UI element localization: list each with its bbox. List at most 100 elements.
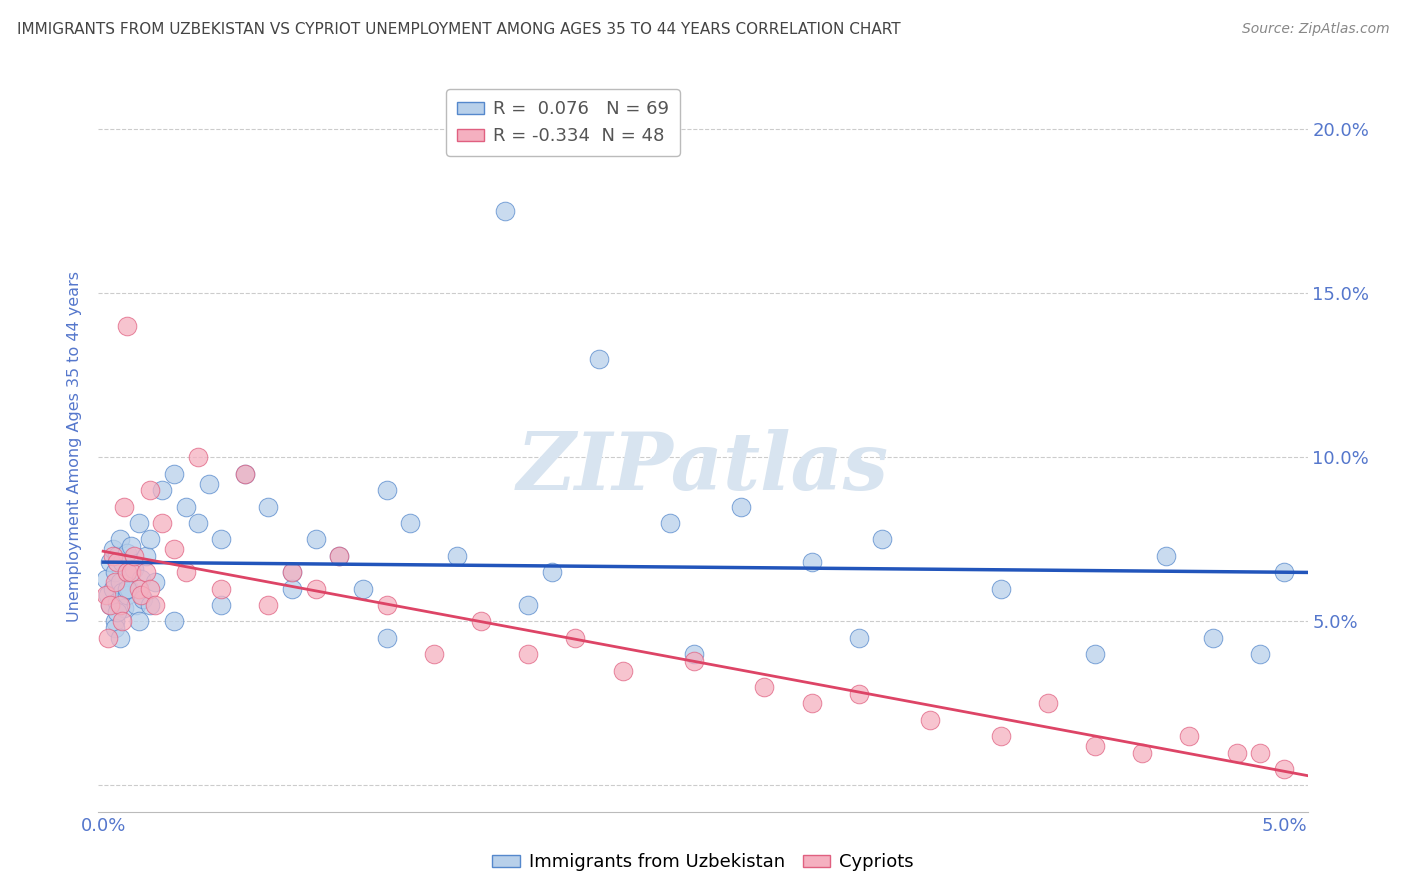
Point <box>105 556 128 570</box>
Point <box>139 483 162 498</box>
Point <box>112 500 135 514</box>
Point <box>328 549 350 563</box>
Point <box>187 516 209 530</box>
Point <box>1154 549 1177 563</box>
Point <box>104 566 127 580</box>
Point <box>118 582 141 596</box>
Point <box>98 556 121 570</box>
Point <box>128 615 150 629</box>
Point <box>163 542 186 557</box>
Point <box>612 664 634 678</box>
Point <box>101 582 124 596</box>
Point <box>143 598 166 612</box>
Point <box>990 729 1012 743</box>
Point <box>517 647 540 661</box>
Point <box>105 605 128 619</box>
Point <box>139 598 162 612</box>
Point <box>115 588 138 602</box>
Point <box>111 615 134 629</box>
Point <box>98 598 121 612</box>
Point <box>446 549 468 563</box>
Point <box>187 450 209 465</box>
Point <box>257 598 280 612</box>
Point <box>129 572 152 586</box>
Point <box>1226 746 1249 760</box>
Point <box>682 647 704 661</box>
Point <box>588 352 610 367</box>
Point <box>328 549 350 563</box>
Point <box>163 467 186 481</box>
Point <box>139 582 162 596</box>
Point <box>128 582 150 596</box>
Point <box>990 582 1012 596</box>
Point <box>918 713 941 727</box>
Point <box>1084 647 1107 661</box>
Point <box>163 615 186 629</box>
Point <box>198 476 221 491</box>
Point <box>470 615 492 629</box>
Point <box>540 566 562 580</box>
Point <box>1036 697 1059 711</box>
Point <box>121 539 143 553</box>
Point <box>730 500 752 514</box>
Point <box>682 654 704 668</box>
Point <box>121 566 143 580</box>
Point <box>94 572 117 586</box>
Point <box>305 533 328 547</box>
Point <box>848 631 870 645</box>
Point <box>94 588 117 602</box>
Point <box>305 582 328 596</box>
Point <box>122 562 145 576</box>
Point <box>281 582 304 596</box>
Legend: Immigrants from Uzbekistan, Cypriots: Immigrants from Uzbekistan, Cypriots <box>485 847 921 879</box>
Point <box>115 566 138 580</box>
Point <box>423 647 446 661</box>
Point <box>108 598 131 612</box>
Legend: R =  0.076   N = 69, R = -0.334  N = 48: R = 0.076 N = 69, R = -0.334 N = 48 <box>446 89 679 156</box>
Text: IMMIGRANTS FROM UZBEKISTAN VS CYPRIOT UNEMPLOYMENT AMONG AGES 35 TO 44 YEARS COR: IMMIGRANTS FROM UZBEKISTAN VS CYPRIOT UN… <box>17 22 900 37</box>
Point <box>135 566 157 580</box>
Point <box>754 680 776 694</box>
Point <box>115 319 138 334</box>
Point <box>517 598 540 612</box>
Point <box>1272 762 1295 776</box>
Point <box>1084 739 1107 753</box>
Point <box>800 697 823 711</box>
Point <box>209 598 232 612</box>
Point <box>111 585 134 599</box>
Point <box>135 549 157 563</box>
Point <box>209 533 232 547</box>
Point <box>174 500 197 514</box>
Point <box>104 615 127 629</box>
Point <box>564 631 586 645</box>
Text: Source: ZipAtlas.com: Source: ZipAtlas.com <box>1241 22 1389 37</box>
Point <box>115 546 138 560</box>
Y-axis label: Unemployment Among Ages 35 to 44 years: Unemployment Among Ages 35 to 44 years <box>67 270 83 622</box>
Point <box>1130 746 1153 760</box>
Point <box>104 621 127 635</box>
Point <box>108 575 131 590</box>
Point <box>375 598 398 612</box>
Point <box>105 595 128 609</box>
Point <box>97 631 120 645</box>
Point <box>1249 647 1271 661</box>
Point <box>800 556 823 570</box>
Point <box>125 598 148 612</box>
Point <box>174 566 197 580</box>
Point <box>872 533 894 547</box>
Point <box>352 582 374 596</box>
Point <box>108 631 131 645</box>
Point <box>375 483 398 498</box>
Point <box>209 582 232 596</box>
Point <box>98 598 121 612</box>
Point <box>375 631 398 645</box>
Point <box>233 467 256 481</box>
Point <box>1249 746 1271 760</box>
Point <box>115 582 138 596</box>
Point <box>233 467 256 481</box>
Point <box>122 549 145 563</box>
Point <box>115 566 138 580</box>
Point <box>150 483 173 498</box>
Point <box>139 533 162 547</box>
Point <box>281 566 304 580</box>
